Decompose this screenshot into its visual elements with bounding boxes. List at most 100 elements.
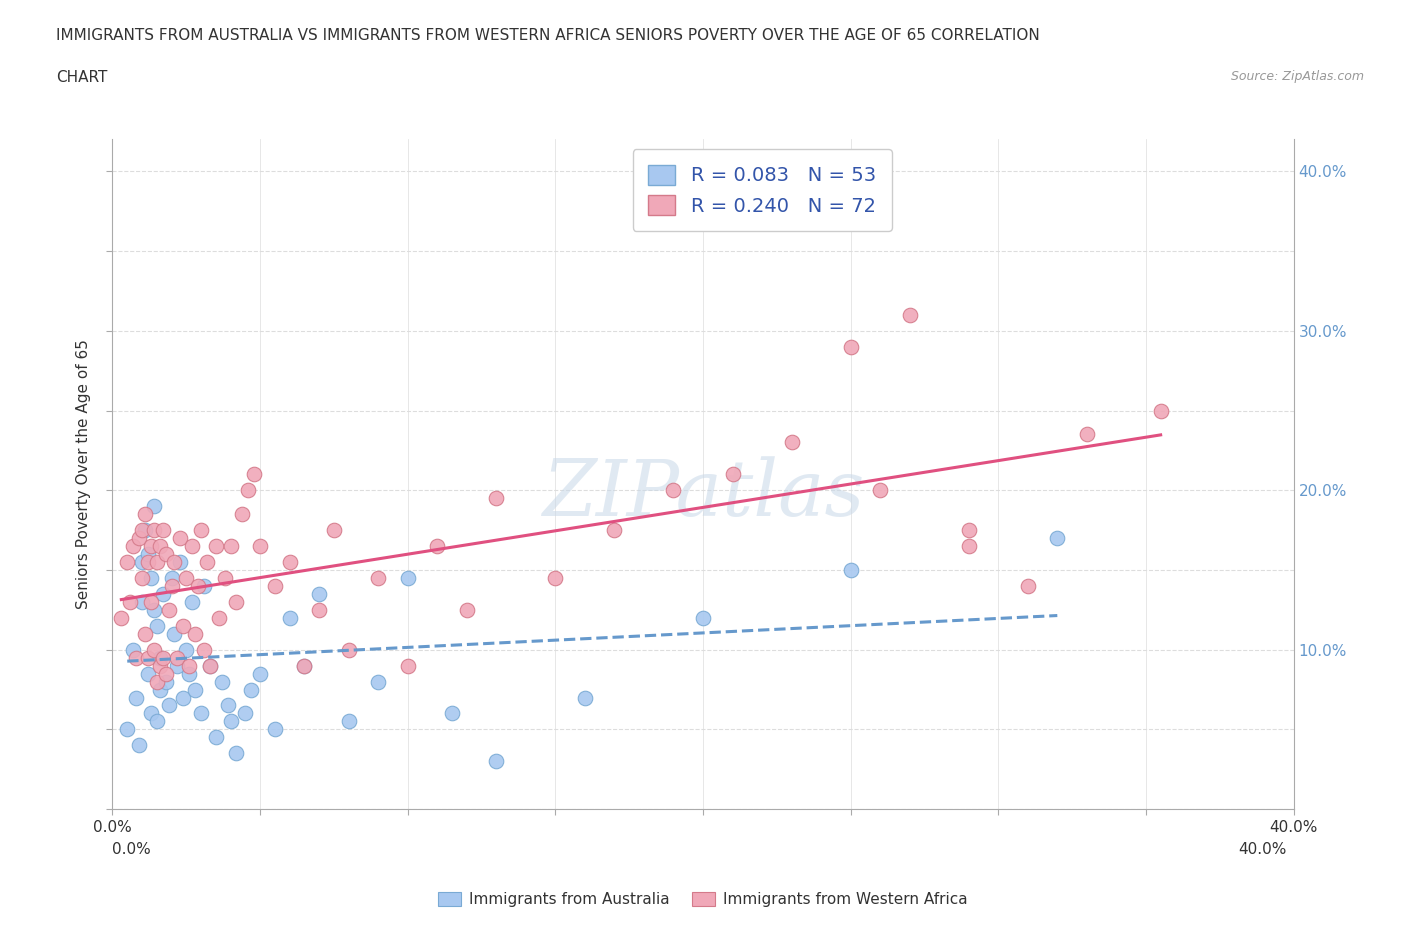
Point bbox=[217, 698, 239, 713]
Point bbox=[174, 570, 197, 585]
Point bbox=[155, 547, 177, 562]
Point bbox=[231, 507, 253, 522]
Point bbox=[208, 610, 231, 625]
Point bbox=[426, 538, 449, 553]
Point bbox=[136, 650, 159, 665]
Point bbox=[264, 722, 287, 737]
Point bbox=[131, 523, 153, 538]
Point bbox=[125, 650, 148, 665]
Point bbox=[957, 523, 980, 538]
Point bbox=[169, 554, 191, 569]
Point bbox=[179, 658, 201, 673]
Point bbox=[166, 650, 188, 665]
Point bbox=[323, 523, 346, 538]
Point bbox=[195, 554, 218, 569]
Point bbox=[264, 578, 287, 593]
Point bbox=[187, 578, 209, 593]
Point bbox=[211, 674, 233, 689]
Text: Source: ZipAtlas.com: Source: ZipAtlas.com bbox=[1230, 70, 1364, 83]
Point bbox=[240, 682, 263, 697]
Point bbox=[337, 643, 360, 658]
Point bbox=[193, 578, 215, 593]
Text: ZIPatlas: ZIPatlas bbox=[541, 457, 865, 533]
Point bbox=[179, 666, 201, 681]
Point bbox=[190, 523, 212, 538]
Point bbox=[869, 483, 891, 498]
Point bbox=[136, 547, 159, 562]
Point bbox=[157, 698, 180, 713]
Point bbox=[184, 682, 207, 697]
Point bbox=[142, 603, 165, 618]
Point bbox=[184, 626, 207, 641]
Point bbox=[367, 570, 389, 585]
Point bbox=[149, 650, 172, 665]
Point bbox=[149, 538, 172, 553]
Point bbox=[136, 554, 159, 569]
Point bbox=[198, 658, 221, 673]
Point bbox=[233, 706, 256, 721]
Point bbox=[898, 308, 921, 323]
Point bbox=[308, 587, 330, 602]
Point bbox=[214, 570, 236, 585]
Point bbox=[692, 610, 714, 625]
Point bbox=[155, 674, 177, 689]
Point bbox=[174, 643, 197, 658]
Point bbox=[292, 658, 315, 673]
Point bbox=[117, 722, 138, 737]
Point bbox=[157, 603, 180, 618]
Point bbox=[721, 467, 744, 482]
Point bbox=[574, 690, 596, 705]
Point bbox=[456, 603, 478, 618]
Point bbox=[249, 666, 271, 681]
Point bbox=[169, 531, 191, 546]
Point bbox=[278, 554, 301, 569]
Point bbox=[125, 690, 148, 705]
Point bbox=[225, 594, 247, 609]
Point bbox=[142, 498, 165, 513]
Point bbox=[128, 737, 150, 752]
Point bbox=[146, 714, 169, 729]
Point bbox=[146, 674, 169, 689]
Point bbox=[139, 538, 162, 553]
Point bbox=[146, 554, 169, 569]
Point bbox=[839, 563, 862, 578]
Point bbox=[957, 538, 980, 553]
Y-axis label: Seniors Poverty Over the Age of 65: Seniors Poverty Over the Age of 65 bbox=[76, 339, 91, 609]
Point bbox=[205, 730, 228, 745]
Point bbox=[603, 523, 626, 538]
Point bbox=[139, 594, 162, 609]
Point bbox=[128, 531, 150, 546]
Point bbox=[172, 618, 194, 633]
Point bbox=[149, 682, 172, 697]
Point bbox=[152, 523, 174, 538]
Point bbox=[163, 626, 186, 641]
Point bbox=[160, 570, 183, 585]
Text: CHART: CHART bbox=[56, 70, 108, 85]
Point bbox=[181, 538, 204, 553]
Point bbox=[131, 570, 153, 585]
Point bbox=[337, 714, 360, 729]
Point bbox=[172, 690, 194, 705]
Point bbox=[839, 339, 862, 354]
Point bbox=[190, 706, 212, 721]
Point bbox=[308, 603, 330, 618]
Point bbox=[278, 610, 301, 625]
Point bbox=[152, 650, 174, 665]
Point bbox=[146, 618, 169, 633]
Point bbox=[134, 626, 156, 641]
Legend: Immigrants from Australia, Immigrants from Western Africa: Immigrants from Australia, Immigrants fr… bbox=[432, 885, 974, 913]
Point bbox=[292, 658, 315, 673]
Point bbox=[131, 554, 153, 569]
Point bbox=[134, 507, 156, 522]
Point bbox=[139, 706, 162, 721]
Point bbox=[139, 570, 162, 585]
Point bbox=[166, 658, 188, 673]
Point bbox=[225, 746, 247, 761]
Point bbox=[243, 467, 266, 482]
Point bbox=[163, 554, 186, 569]
Point bbox=[485, 754, 508, 769]
Point bbox=[544, 570, 567, 585]
Point bbox=[122, 643, 145, 658]
Point bbox=[249, 538, 271, 553]
Point bbox=[181, 594, 204, 609]
